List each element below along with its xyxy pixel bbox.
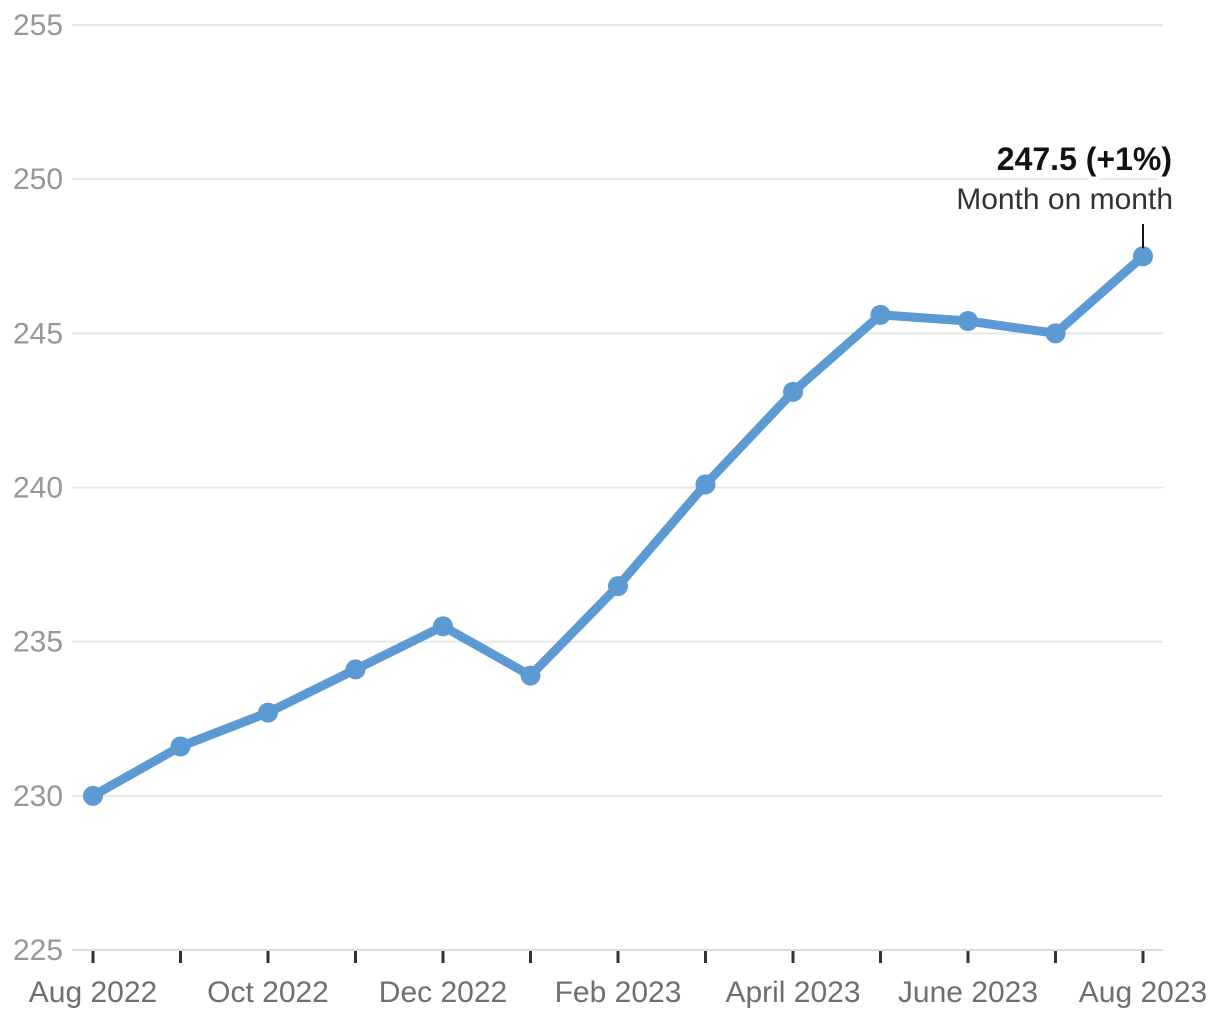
data-point [258,702,278,723]
x-axis-tick-label: April 2023 [725,976,860,1009]
data-point [345,659,366,680]
annotation-sub-label: Month on month [956,183,1173,216]
data-point [783,381,803,402]
x-axis-tick-label: Feb 2023 [555,976,682,1009]
data-point [520,665,541,686]
data-point [433,616,453,637]
annotation-value-label: 247.5 (+1%) [997,141,1172,177]
y-axis-tick-label: 225 [13,934,63,967]
annotation-group: 247.5 (+1%) Month on month [952,137,1177,249]
x-axis-tick-label: June 2023 [898,976,1038,1009]
y-axis-tick-label: 250 [13,163,63,196]
x-axis-tick-label: Aug 2022 [29,976,157,1009]
axes-group: 225 230 235 240 245 250 255 Aug 2022 Oct 2022 Dec… [13,9,1207,1009]
x-axis-tick-label: Dec 2022 [379,976,507,1009]
gridlines-group [72,24,1163,797]
data-point [1045,323,1066,344]
data-series-group [83,246,1153,806]
y-axis-tick-label: 245 [13,317,63,350]
data-line [88,251,1148,801]
y-axis-tick-label: 235 [13,626,63,659]
data-point [170,736,191,757]
data-point [958,311,978,331]
x-axis-tick-label: Oct 2022 [207,976,329,1009]
y-axis-tick-label: 230 [13,780,63,813]
y-axis-tick-label: 255 [13,9,63,42]
data-point [608,576,628,597]
y-axis-tick-label: 240 [13,472,63,505]
data-point [695,474,716,495]
data-point [870,304,891,325]
x-axis-tick-label: Aug 2023 [1079,976,1207,1009]
data-point [83,785,103,806]
data-point [1133,246,1153,267]
